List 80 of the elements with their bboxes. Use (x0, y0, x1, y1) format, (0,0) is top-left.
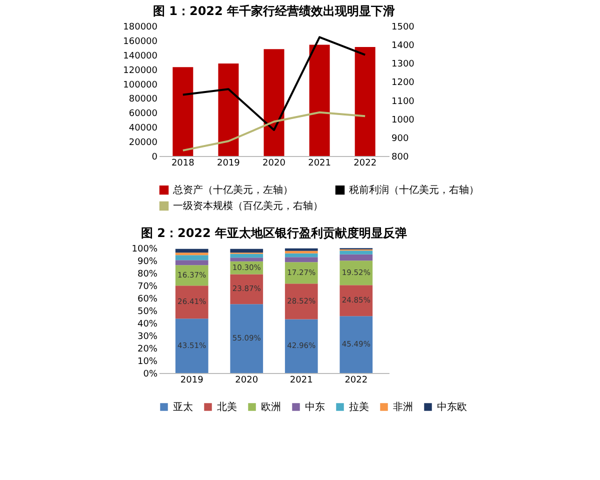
bar (218, 64, 238, 156)
bar (174, 286, 208, 319)
y-tick-label: 80000 (128, 94, 158, 105)
y-tick-label: 100000 (122, 80, 158, 90)
y2-tick-label: 800 (391, 152, 408, 162)
y-tick-label: 60% (136, 294, 158, 304)
legend-label: 北美 (216, 401, 236, 413)
legend-label: 中东 (304, 401, 324, 413)
bar (230, 248, 263, 253)
legend-label: 欧洲 (260, 401, 280, 413)
y2-tick-label: 1500 (391, 22, 414, 32)
y-tick-label: 60000 (128, 109, 158, 120)
y-tick-label: 50% (136, 307, 158, 317)
y-tick-label: 10% (136, 357, 158, 367)
x-tick-label: 2022 (353, 158, 376, 168)
line-series (181, 111, 366, 152)
bar (230, 254, 263, 258)
bar (284, 248, 318, 251)
y-tick-label: 140000 (122, 51, 158, 62)
legend-label: 亚太 (172, 401, 192, 413)
bar (174, 255, 208, 260)
y2-tick-label: 1100 (391, 96, 414, 107)
bar (230, 304, 263, 373)
bar (339, 250, 372, 254)
x-tick-label: 2021 (289, 376, 312, 386)
bar (174, 248, 208, 253)
chart-title: 图 1：2022 年千家行经营绩效出现明显下滑 (152, 4, 395, 18)
x-tick-label: 2018 (170, 158, 194, 168)
x-tick-label: 2020 (234, 376, 258, 386)
bar (284, 319, 318, 373)
legend-label: 税前利润（十亿美元，右轴） (348, 184, 478, 196)
legend-label: 一级资本规模（百亿美元，右轴） (172, 200, 322, 212)
bar (339, 316, 372, 373)
y2-tick-label: 1400 (391, 41, 414, 52)
x-tick-label: 2020 (262, 158, 286, 168)
bar (284, 253, 318, 258)
legend-label: 中东欧 (436, 401, 466, 413)
bar (284, 250, 318, 254)
bar (174, 260, 208, 266)
y-tick-label: 20% (136, 344, 158, 354)
bar (339, 254, 372, 261)
legend-label: 非洲 (392, 401, 412, 413)
chart-title: 图 2：2022 年亚太地区银行盈利贡献度明显反弹 (140, 226, 407, 240)
y-tick-label: 20000 (128, 138, 158, 148)
y2-tick-label: 900 (391, 134, 408, 144)
y-tick-label: 30% (136, 332, 158, 342)
bar (172, 67, 193, 156)
bar (230, 258, 263, 262)
y-tick-label: 0 (151, 152, 158, 162)
y-tick-label: 40000 (128, 124, 158, 134)
bar (339, 260, 372, 286)
y2-tick-label: 1000 (391, 115, 414, 126)
bar (308, 44, 330, 156)
bar (174, 252, 208, 256)
bar (263, 49, 284, 156)
line-series (181, 36, 366, 131)
y-tick-label: 120000 (122, 66, 158, 76)
y-tick-label: 100% (131, 244, 158, 254)
y2-tick-label: 1200 (391, 78, 414, 88)
legend-label: 总资产（十亿美元，左轴） (172, 184, 292, 196)
bar (354, 46, 375, 156)
y-tick-label: 40% (136, 320, 158, 330)
y-tick-label: 70% (136, 282, 158, 292)
bar (284, 284, 318, 320)
y-tick-label: 90% (136, 257, 158, 267)
x-tick-label: 2021 (308, 158, 330, 168)
bar (339, 285, 372, 316)
bar (230, 274, 263, 304)
bar (284, 257, 318, 262)
y-tick-label: 160000 (122, 36, 158, 47)
y-tick-label: 0% (142, 370, 158, 380)
bar (284, 262, 318, 284)
x-tick-label: 2019 (216, 158, 240, 168)
x-tick-label: 2019 (180, 376, 204, 386)
legend-label: 拉美 (348, 401, 368, 413)
y-tick-label: 80% (136, 270, 158, 280)
bar (174, 318, 208, 373)
x-tick-label: 2022 (344, 376, 368, 386)
y-tick-label: 180000 (122, 22, 158, 32)
y2-tick-label: 1300 (391, 60, 414, 70)
